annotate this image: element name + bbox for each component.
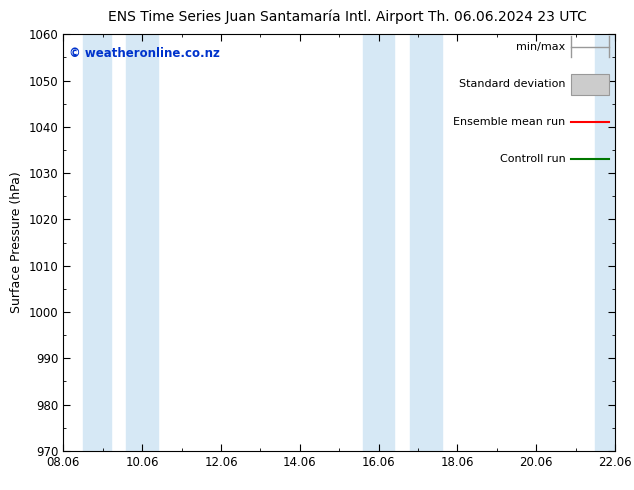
Bar	[363, 34, 394, 451]
Bar	[595, 34, 615, 451]
Text: Controll run: Controll run	[500, 154, 566, 164]
Text: min/max: min/max	[516, 42, 566, 52]
Bar	[410, 34, 442, 451]
Text: ENS Time Series Juan Santamaría Intl. Airport: ENS Time Series Juan Santamaría Intl. Ai…	[108, 10, 424, 24]
Bar	[126, 34, 158, 451]
Text: Th. 06.06.2024 23 UTC: Th. 06.06.2024 23 UTC	[428, 10, 586, 24]
Text: Standard deviation: Standard deviation	[459, 79, 566, 89]
Text: © weatheronline.co.nz: © weatheronline.co.nz	[69, 47, 220, 60]
Text: Ensemble mean run: Ensemble mean run	[453, 117, 566, 127]
Y-axis label: Surface Pressure (hPa): Surface Pressure (hPa)	[10, 172, 23, 314]
FancyBboxPatch shape	[571, 74, 609, 95]
Bar	[83, 34, 111, 451]
